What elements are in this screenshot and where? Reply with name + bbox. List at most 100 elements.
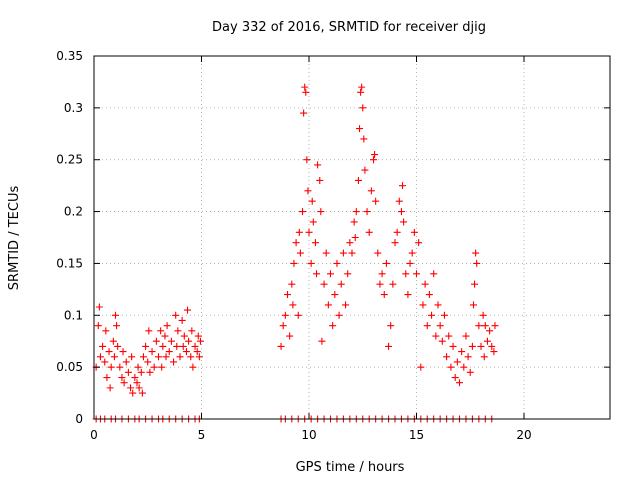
data-point <box>324 301 332 309</box>
data-point <box>146 368 154 376</box>
data-point <box>295 228 303 236</box>
data-point <box>139 353 147 361</box>
grid-lines <box>94 56 610 419</box>
data-point <box>304 187 312 195</box>
data-point <box>352 208 360 216</box>
data-point <box>106 384 114 392</box>
data-point <box>408 249 416 257</box>
data-point <box>351 234 359 241</box>
data-point <box>303 156 311 164</box>
data-point <box>432 332 440 340</box>
data-point <box>180 332 188 340</box>
data-point <box>339 249 347 257</box>
data-point <box>152 337 160 345</box>
data-point <box>176 353 184 361</box>
data-point <box>438 337 446 345</box>
data-point <box>395 197 403 205</box>
data-point <box>436 322 444 330</box>
data-point <box>382 259 390 267</box>
data-point <box>318 337 326 345</box>
data-point <box>458 348 466 356</box>
data-point <box>417 363 425 371</box>
data-point <box>134 363 142 371</box>
data-point <box>112 311 119 319</box>
data-point <box>371 151 379 159</box>
data-point <box>374 249 382 257</box>
data-point <box>196 337 204 345</box>
data-point <box>387 322 395 330</box>
data-point <box>449 342 457 350</box>
data-point <box>101 358 109 366</box>
data-point <box>148 348 156 356</box>
data-point <box>313 270 321 278</box>
data-point <box>423 322 431 330</box>
data-point <box>472 249 480 257</box>
data-point <box>342 301 350 309</box>
y-tick-label: 0.3 <box>64 101 83 115</box>
data-point <box>286 332 294 340</box>
data-point <box>188 327 196 335</box>
data-point <box>292 239 300 247</box>
data-point <box>370 156 377 164</box>
data-point <box>329 322 337 330</box>
data-point <box>307 259 315 267</box>
data-point <box>365 228 373 236</box>
axis-ticks <box>93 55 610 420</box>
data-point <box>161 332 169 340</box>
data-point <box>415 239 423 247</box>
data-point <box>361 166 369 174</box>
data-point <box>471 280 479 288</box>
data-point <box>357 88 365 96</box>
y-tick-label: 0.1 <box>64 308 83 322</box>
data-point <box>322 249 330 257</box>
data-point <box>288 280 296 288</box>
data-point <box>163 322 171 330</box>
data-point <box>466 368 474 376</box>
data-point <box>191 342 199 350</box>
x-tick-label: 15 <box>409 428 424 442</box>
data-point <box>301 83 309 91</box>
data-point <box>305 228 313 236</box>
data-point <box>309 218 317 226</box>
data-point <box>284 291 291 299</box>
data-point <box>102 327 110 335</box>
data-point <box>380 291 388 299</box>
data-point <box>195 353 203 361</box>
data-point <box>184 306 192 314</box>
data-point <box>162 353 170 361</box>
data-point <box>299 208 307 216</box>
data-point <box>124 368 132 376</box>
data-point <box>277 342 285 350</box>
data-point <box>194 332 202 340</box>
x-tick-label: 5 <box>198 428 206 442</box>
data-point <box>122 358 130 366</box>
y-tick-label: 0.15 <box>56 256 83 270</box>
data-point <box>281 311 289 319</box>
data-point <box>187 353 195 361</box>
data-point <box>413 270 420 278</box>
data-point <box>473 259 481 267</box>
data-point <box>477 342 485 350</box>
data-point <box>145 327 153 335</box>
data-point <box>443 353 451 361</box>
data-point <box>327 270 334 278</box>
data-point <box>185 337 193 345</box>
data-point <box>378 270 386 278</box>
data-point <box>302 88 310 96</box>
data-point <box>289 301 297 309</box>
data-point <box>486 327 494 335</box>
data-point <box>425 291 433 299</box>
data-point <box>300 109 308 117</box>
data-point <box>308 197 316 205</box>
data-point <box>135 384 143 392</box>
data-point <box>279 322 287 330</box>
data-point <box>434 301 442 309</box>
data-point <box>290 259 298 267</box>
data-point <box>178 316 186 324</box>
x-axis-label: GPS time / hours <box>296 460 405 475</box>
data-point <box>480 353 488 361</box>
data-point <box>491 322 499 330</box>
data-point <box>116 363 124 371</box>
data-point <box>294 311 302 319</box>
